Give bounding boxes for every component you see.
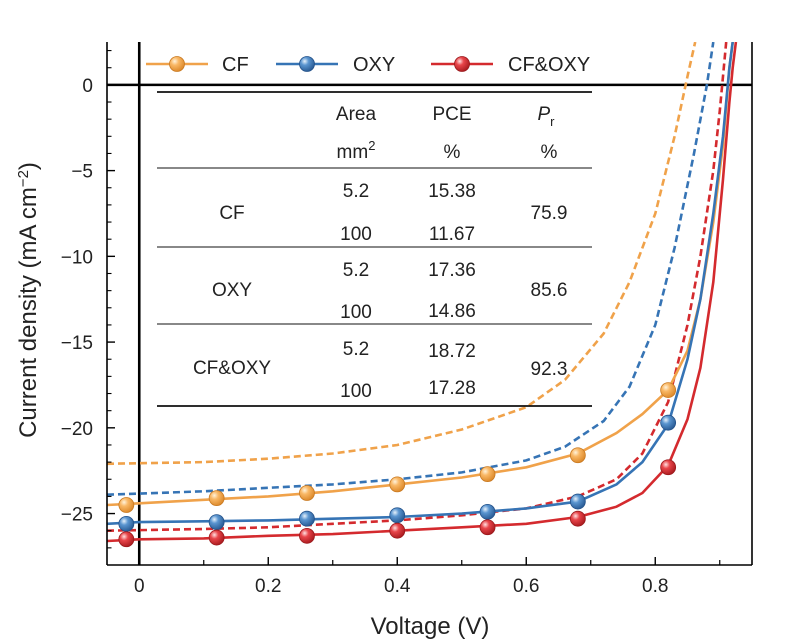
table-header-pr: Pr	[537, 104, 555, 129]
table-cell-area: 5.2	[343, 181, 369, 202]
legend-item-cf: CF	[146, 54, 249, 76]
axes: 0 0.2 0.4 0.6 0.8 0 −5 −10 −15 −20 −25	[61, 42, 753, 597]
legend-item-oxy: OXY	[276, 54, 395, 76]
data-point-cfoxy	[479, 519, 496, 536]
data-point-cfoxy	[569, 510, 586, 527]
table-row-label-cf: CF	[219, 203, 244, 224]
data-point-cfoxy	[389, 522, 406, 539]
data-point-oxy	[569, 493, 586, 510]
data-point-oxy	[479, 503, 496, 520]
series-dashed-cf	[107, 42, 697, 466]
table-cell-area: 100	[340, 302, 372, 323]
x-tick-label: 0.8	[642, 576, 668, 597]
data-point-oxy	[660, 414, 677, 431]
table-row-label-cfoxy: CF&OXY	[193, 358, 271, 379]
table-unit-pce: %	[444, 142, 461, 163]
series-line-oxy	[107, 42, 734, 526]
data-point-oxy	[389, 507, 406, 524]
table-header-pr-symbol: P	[537, 104, 550, 125]
y-tick-label: −20	[61, 419, 93, 440]
series-line-cfoxy	[107, 42, 738, 543]
table-header-area: Area	[336, 104, 377, 125]
data-point-cf	[118, 497, 135, 513]
table-cell-pce: 11.67	[429, 224, 475, 245]
data-point-cf	[660, 382, 677, 398]
series-dashed-cfoxy	[107, 42, 728, 532]
legend-label-cfoxy: CF&OXY	[508, 54, 590, 76]
legend-marker-cf	[169, 56, 185, 72]
table-cell-area: 5.2	[343, 260, 369, 281]
data-point-oxy	[299, 510, 315, 527]
table-cell-pr: 85.6	[531, 280, 568, 301]
data-point-cfoxy	[118, 531, 135, 548]
y-tick-label: −10	[61, 247, 93, 268]
legend-label-cf: CF	[222, 54, 249, 76]
y-tick-label: −5	[71, 162, 93, 183]
data-point-cfoxy	[660, 459, 677, 476]
data-point-cfoxy	[208, 529, 225, 546]
table-cell-pr: 92.3	[531, 359, 568, 380]
table-unit-area: mm2	[337, 138, 376, 163]
y-axis-title: Current density (mA cm−2)	[15, 162, 43, 438]
y-tick-label: −15	[61, 333, 93, 354]
table-cell-area: 5.2	[343, 339, 369, 360]
y-tick-label: −25	[61, 505, 93, 526]
table-unit-area-base: mm	[337, 142, 369, 163]
x-axis-title: Voltage (V)	[371, 613, 490, 640]
table-header-pce: PCE	[432, 104, 471, 125]
legend-item-cfoxy: CF&OXY	[431, 54, 590, 76]
data-point-cfoxy	[299, 527, 315, 544]
table-unit-pr: %	[541, 142, 558, 163]
reference-lines	[107, 42, 752, 565]
x-tick-label: 0.2	[255, 576, 281, 597]
table-cell-area: 100	[340, 224, 372, 245]
x-tick-label: 0.4	[384, 576, 411, 597]
data-point-cf	[299, 485, 315, 501]
data-point-cf	[389, 476, 406, 493]
data-point-cf	[479, 466, 496, 483]
table-cell-pce: 15.38	[428, 181, 476, 202]
data-point-cf	[208, 490, 225, 507]
y-tick-label: 0	[82, 76, 93, 97]
legend-marker-cfoxy	[454, 56, 470, 72]
table-row-label-oxy: OXY	[212, 280, 252, 301]
series-dashed-oxy	[107, 42, 715, 496]
table-cell-pce: 17.36	[428, 260, 476, 281]
series-layer	[107, 42, 738, 548]
legend: CF OXY CF&OXY	[146, 54, 590, 76]
y-axis-title-main: Current density (mA cm	[15, 187, 42, 438]
legend-label-oxy: OXY	[353, 54, 395, 76]
table-header-pr-sub: r	[550, 114, 555, 129]
table-cell-pce: 17.28	[428, 378, 476, 399]
y-axis-title-sup: −2	[15, 170, 32, 187]
x-tick-label: 0	[134, 576, 145, 597]
x-tick-label: 0.6	[513, 576, 539, 597]
table-unit-area-sup: 2	[368, 138, 375, 153]
legend-marker-oxy	[299, 56, 315, 72]
table-cell-pce: 14.86	[428, 301, 476, 322]
y-axis-title-close: )	[15, 162, 42, 170]
table-cell-pr: 75.9	[531, 203, 568, 224]
data-point-oxy	[208, 514, 225, 531]
series-line-cf	[107, 42, 734, 507]
data-point-oxy	[118, 515, 135, 532]
inset-table: Area PCE Pr mm2 % % CF 5.2 100 15.38 11.…	[157, 91, 592, 407]
table-cell-area: 100	[340, 381, 372, 402]
table-cell-pce: 18.72	[428, 341, 476, 362]
data-point-cf	[569, 447, 586, 464]
